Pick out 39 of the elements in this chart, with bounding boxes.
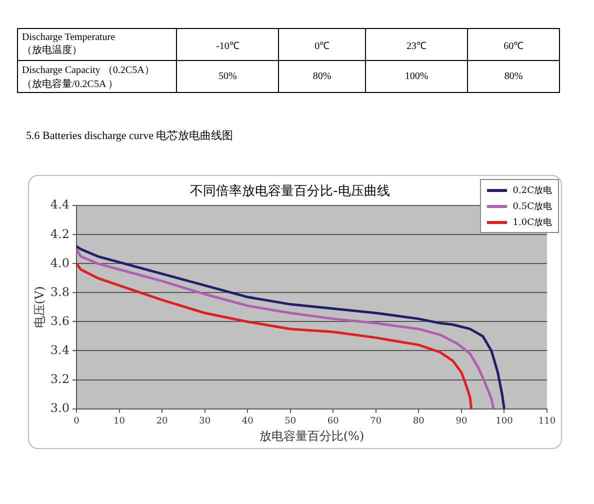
x-tick-label: 40 [242,416,254,427]
x-tick-label: 50 [284,416,296,427]
y-tick-label: 3.4 [50,342,70,357]
legend-label: 0.5C放电 [512,200,552,212]
text: -10℃ [176,28,279,60]
text: 60℃ [468,28,560,60]
y-tick-label: 3.8 [50,284,70,299]
y-axis-title: 电压(V) [32,286,46,328]
text: 80% [278,60,366,92]
text: Discharge Temperature [22,32,116,43]
text: （放电温度） [22,44,83,57]
x-tick-label: 90 [456,416,468,427]
text: 80% [468,60,560,92]
x-tick-label: 80 [412,416,425,427]
y-tick-label: 3.0 [50,400,70,415]
text: 50% [176,60,279,92]
x-tick-label: 110 [538,416,556,427]
text: 100% [365,60,468,92]
x-tick-label: 100 [496,416,514,427]
x-tick-label: 60 [327,416,340,427]
text: 23℃ [365,28,468,60]
y-tick-label: 3.2 [50,372,70,386]
text: Discharge Capacity （0.2C5A） [22,64,156,76]
x-tick-label: 10 [114,416,126,427]
y-tick-label: 3.6 [50,314,70,328]
x-axis-title: 放电容量百分比(%) [259,428,364,443]
x-tick-label: 70 [370,416,382,427]
text: 0℃ [278,28,366,60]
y-tick-label: 4.2 [50,226,70,241]
legend-label: 0.2C放电 [512,184,552,196]
text: （放电容量/0.2C5A ） [22,78,120,90]
text: 5.6 Batteries discharge curve 电芯放电曲线图 [26,129,234,143]
x-tick-label: 0 [74,416,80,427]
y-tick-label: 4.4 [50,198,70,212]
y-tick-label: 4.0 [50,256,70,270]
legend-label: 1.0C放电 [512,216,552,228]
x-tick-label: 20 [156,416,168,427]
x-tick-label: 30 [199,416,211,427]
chart-title: 不同倍率放电容量百分比-电压曲线 [190,183,390,200]
